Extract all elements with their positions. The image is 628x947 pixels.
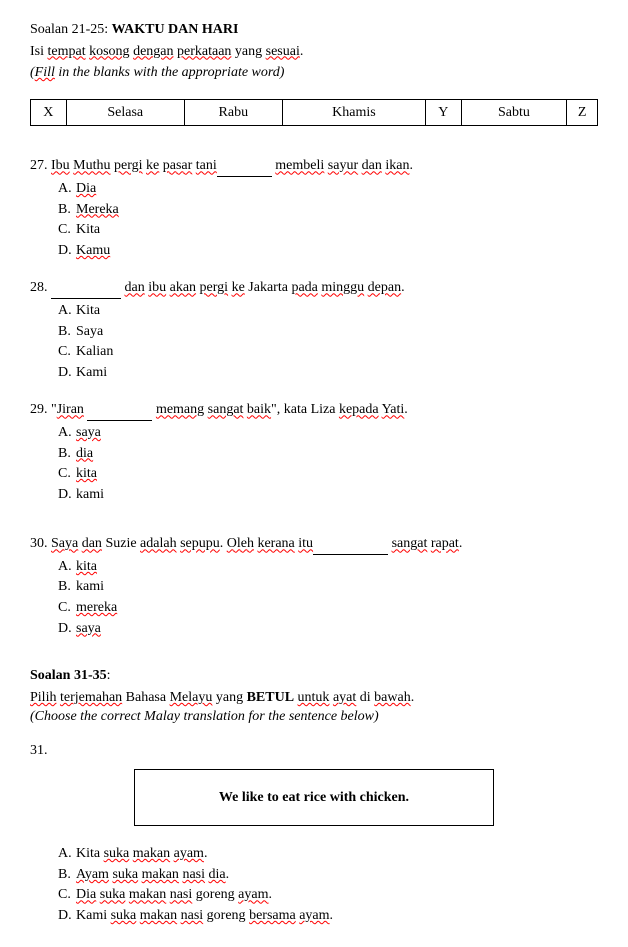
option: D.kami (58, 485, 598, 505)
option: B.dia (58, 444, 598, 464)
q29-text: 29. "Jiran memang sangat baik", kata Liz… (30, 400, 598, 421)
q29-options: A.sayaB.diaC.kitaD.kami (58, 423, 598, 504)
option: C.kita (58, 464, 598, 484)
day-cell: Rabu (184, 99, 282, 126)
heading-prefix: Soalan 21-25: (30, 22, 112, 37)
q31-options: A.Kita suka makan ayam.B.Ayam suka makan… (58, 844, 598, 925)
option: D.saya (58, 619, 598, 639)
question-31: 31. We like to eat rice with chicken. A.… (30, 741, 598, 926)
q28-text: 28. dan ibu akan pergi ke Jakarta pada m… (30, 278, 598, 299)
option: D.Kami (58, 363, 598, 383)
option: A.Kita (58, 301, 598, 321)
days-row: XSelasaRabuKhamisYSabtuZ (31, 99, 598, 126)
option: D.Kami suka makan nasi goreng bersama ay… (58, 906, 598, 926)
day-cell: Z (567, 99, 598, 126)
section2-title: Soalan 31-35 (30, 668, 107, 683)
section1-sub-instruction: (Fill in the blanks with the appropriate… (30, 63, 598, 83)
q30-options: A.kitaB.kamiC.merekaD.saya (58, 557, 598, 638)
option: C.Kalian (58, 342, 598, 362)
question-30: 30. Saya dan Suzie adalah sepupu. Oleh k… (30, 534, 598, 638)
day-cell: Selasa (66, 99, 184, 126)
day-cell: Y (425, 99, 461, 126)
section2-heading: Soalan 31-35: (30, 666, 598, 686)
option: B.kami (58, 577, 598, 597)
q27-options: A.DiaB.MerekaC.KitaD.Kamu (58, 179, 598, 260)
option: C.mereka (58, 598, 598, 618)
option: C.Dia suka makan nasi goreng ayam. (58, 885, 598, 905)
q31-sentence-box: We like to eat rice with chicken. (134, 769, 494, 827)
days-table: XSelasaRabuKhamisYSabtuZ (30, 99, 598, 127)
option: A.kita (58, 557, 598, 577)
section2-colon: : (107, 668, 111, 683)
option: B.Mereka (58, 200, 598, 220)
q31-number: 31. (30, 741, 598, 761)
section2-sub-instruction: (Choose the correct Malay translation fo… (30, 707, 598, 727)
option: A.saya (58, 423, 598, 443)
option: A.Kita suka makan ayam. (58, 844, 598, 864)
section1-instruction: Isi tempat kosong dengan perkataan yang … (30, 42, 598, 62)
option: B.Ayam suka makan nasi dia. (58, 865, 598, 885)
day-cell: Sabtu (461, 99, 567, 126)
option: A.Dia (58, 179, 598, 199)
question-28: 28. dan ibu akan pergi ke Jakarta pada m… (30, 278, 598, 382)
q27-text: 27. Ibu Muthu pergi ke pasar tani membel… (30, 156, 598, 177)
option: C.Kita (58, 220, 598, 240)
heading-title: WAKTU DAN HARI (112, 22, 239, 37)
q28-options: A.KitaB.SayaC.KalianD.Kami (58, 301, 598, 382)
day-cell: X (31, 99, 67, 126)
section2-instruction: Pilih terjemahan Bahasa Melayu yang BETU… (30, 688, 598, 708)
question-27: 27. Ibu Muthu pergi ke pasar tani membel… (30, 156, 598, 260)
section1-heading: Soalan 21-25: WAKTU DAN HARI (30, 20, 598, 40)
q30-text: 30. Saya dan Suzie adalah sepupu. Oleh k… (30, 534, 598, 555)
question-29: 29. "Jiran memang sangat baik", kata Liz… (30, 400, 598, 504)
option: B.Saya (58, 322, 598, 342)
day-cell: Khamis (282, 99, 425, 126)
option: D.Kamu (58, 241, 598, 261)
